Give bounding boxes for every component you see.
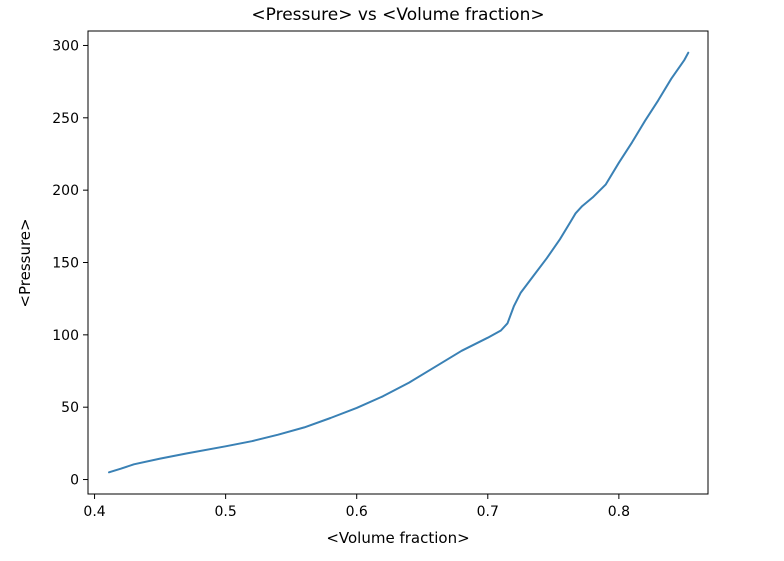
y-tick-label: 150: [52, 256, 79, 272]
x-tick-label: 0.7: [477, 504, 499, 520]
y-tick-label: 250: [52, 111, 79, 127]
y-tick-label: 300: [52, 38, 79, 54]
x-tick-label: 0.4: [83, 504, 105, 520]
x-tick-label: 0.5: [214, 504, 236, 520]
series-layer: [108, 51, 690, 474]
plot-frame: [87, 30, 709, 495]
y-tick-label: 200: [52, 183, 79, 199]
x-axis: 0.4 0.5 0.6 0.7 0.8: [83, 494, 630, 520]
plot-area: 0.4 0.5 0.6 0.7 0.8 0 50 100 150 200 250 300: [52, 30, 709, 520]
y-tick-label: 50: [61, 400, 79, 416]
x-axis-label: <Volume fraction>: [326, 529, 469, 547]
y-axis-label: <Pressure>: [16, 218, 34, 307]
y-axis: 0 50 100 150 200 250 300: [52, 38, 88, 489]
y-tick-label: 100: [52, 328, 79, 344]
chart-title: <Pressure> vs <Volume fraction>: [251, 5, 544, 25]
x-tick-label: 0.8: [608, 504, 630, 520]
y-tick-label: 0: [70, 473, 79, 489]
series-line: [108, 51, 690, 474]
x-tick-label: 0.6: [346, 504, 368, 520]
